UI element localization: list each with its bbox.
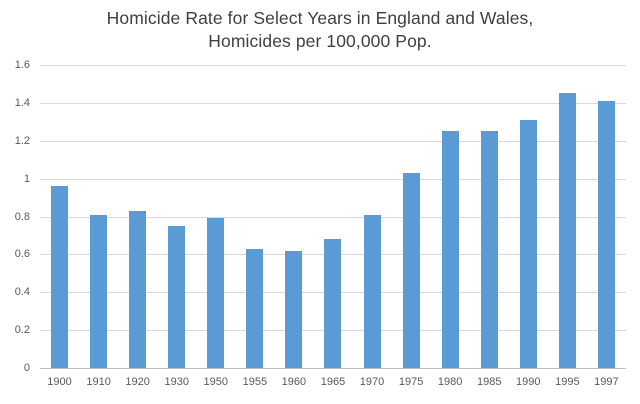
y-tick-label: 1 <box>23 172 30 185</box>
bar-slot-1985 <box>470 65 509 368</box>
bar-slot-1997 <box>587 65 626 368</box>
x-tick-label-1970: 1970 <box>359 376 385 388</box>
gridline <box>40 102 626 104</box>
bar-slot-1900 <box>40 65 79 368</box>
x-tick-label-1900: 1900 <box>47 376 72 388</box>
bar-1920 <box>129 210 147 368</box>
bar-1950 <box>207 218 225 368</box>
bar-1985 <box>480 131 498 368</box>
bar-1965 <box>324 239 342 368</box>
bar-1980 <box>441 131 459 368</box>
y-tick-label: 1.4 <box>14 96 30 109</box>
x-tick-label-1965: 1965 <box>320 376 346 388</box>
x-tick-label-1985: 1985 <box>476 376 502 388</box>
bar-slot-1955 <box>235 65 274 368</box>
x-tick-label-1955: 1955 <box>242 376 268 388</box>
y-tick-label: 0.4 <box>14 286 30 299</box>
bar-slot-1975 <box>392 65 431 368</box>
bar-slot-1910 <box>79 65 118 368</box>
x-tick-label-1975: 1975 <box>398 376 424 388</box>
y-tick-label: 1.6 <box>14 59 30 71</box>
x-tick-label-1995: 1995 <box>555 376 580 388</box>
bar-slot-1960 <box>274 65 313 368</box>
bar-1900 <box>51 186 69 368</box>
chart-title-line1: Homicide Rate for Select Years in Englan… <box>106 8 534 28</box>
x-tick-label-1960: 1960 <box>281 376 307 388</box>
gridline <box>40 65 626 66</box>
gridline <box>40 140 626 142</box>
chart-title-line2: Homicides per 100,000 Pop. <box>208 31 432 51</box>
x-tick-label-1930: 1930 <box>164 376 189 388</box>
gridline <box>40 216 626 218</box>
bar-1930 <box>168 225 186 368</box>
bar-slot-1970 <box>353 65 392 368</box>
y-tick-label: 0 <box>23 362 30 374</box>
bar-1990 <box>519 119 537 368</box>
bar-slot-1950 <box>196 65 235 368</box>
bar-1970 <box>363 214 381 368</box>
x-axis-line <box>40 368 626 369</box>
y-tick-label: 0.8 <box>14 210 30 223</box>
y-tick-label: 1.2 <box>14 134 30 147</box>
x-tick-label-1980: 1980 <box>437 376 463 388</box>
bar-slot-1995 <box>548 65 587 368</box>
bar-1975 <box>402 172 420 368</box>
bar-1955 <box>246 248 264 368</box>
y-tick-label: 0.2 <box>14 324 30 337</box>
bar-1997 <box>597 100 615 368</box>
x-axis-labels: 1900 1910 1920 1930 1950 1955 1960 1965 1970 1975… <box>40 369 626 388</box>
x-tick-label-1910: 1910 <box>86 376 111 388</box>
bar-1910 <box>90 214 108 368</box>
y-axis-labels: 0 0.2 0.4 0.6 0.8 1 1.2 1.4 1.6 <box>0 59 30 374</box>
bar-slot-1965 <box>313 65 352 368</box>
y-tick-label: 0.6 <box>14 248 30 261</box>
chart-title: Homicide Rate for Select Years in Englan… <box>0 7 640 53</box>
plot-area <box>40 65 626 369</box>
bar-slot-1920 <box>118 65 157 368</box>
bar-slot-1980 <box>431 65 470 368</box>
gridline <box>40 178 626 180</box>
x-tick-label-1950: 1950 <box>203 376 229 388</box>
bar-slot-1990 <box>509 65 548 368</box>
x-tick-label-1920: 1920 <box>125 376 150 388</box>
bar-slot-1930 <box>157 65 196 368</box>
bar-series <box>40 65 626 368</box>
x-tick-label-1990: 1990 <box>516 376 541 388</box>
bar-1995 <box>558 93 576 368</box>
bar-1960 <box>285 250 303 368</box>
x-tick-label-1997: 1997 <box>594 376 619 388</box>
